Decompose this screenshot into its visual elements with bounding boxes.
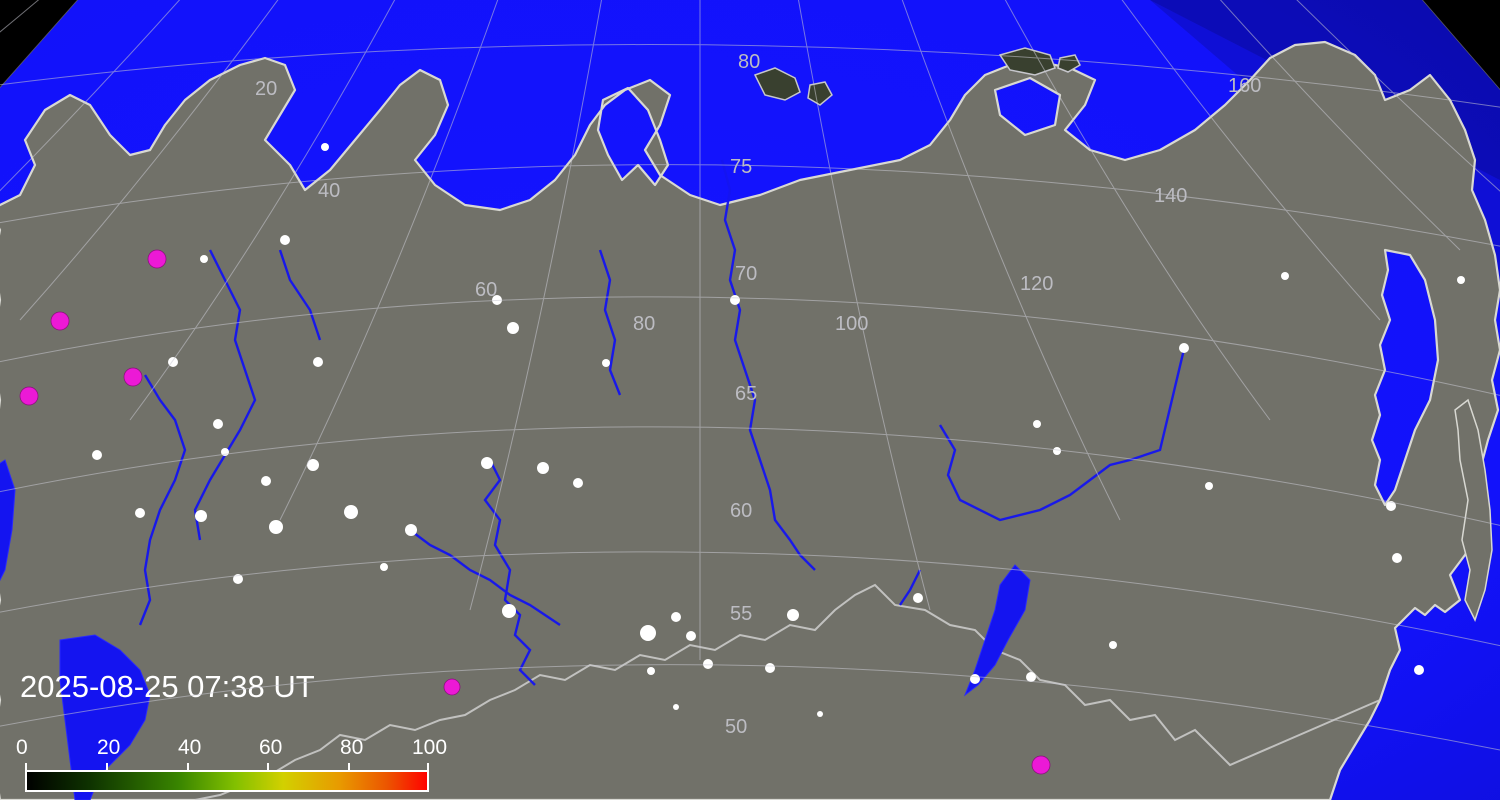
- svg-text:100: 100: [835, 313, 868, 335]
- svg-text:140: 140: [1154, 185, 1187, 207]
- svg-text:160: 160: [1228, 75, 1261, 97]
- svg-text:40: 40: [178, 736, 201, 759]
- svg-text:80: 80: [340, 736, 363, 759]
- svg-text:20: 20: [97, 736, 120, 759]
- svg-text:65: 65: [735, 383, 757, 405]
- svg-text:80: 80: [633, 313, 655, 335]
- svg-text:60: 60: [475, 279, 497, 301]
- svg-text:55: 55: [730, 603, 752, 625]
- svg-text:100: 100: [412, 736, 447, 759]
- svg-text:50: 50: [725, 716, 747, 738]
- svg-text:70: 70: [735, 263, 757, 285]
- svg-text:60: 60: [730, 500, 752, 522]
- svg-text:0: 0: [16, 736, 28, 759]
- svg-text:80: 80: [738, 51, 760, 73]
- svg-text:20: 20: [255, 78, 277, 100]
- svg-text:40: 40: [318, 180, 340, 202]
- svg-text:60: 60: [259, 736, 282, 759]
- svg-text:75: 75: [730, 156, 752, 178]
- svg-text:120: 120: [1020, 273, 1053, 295]
